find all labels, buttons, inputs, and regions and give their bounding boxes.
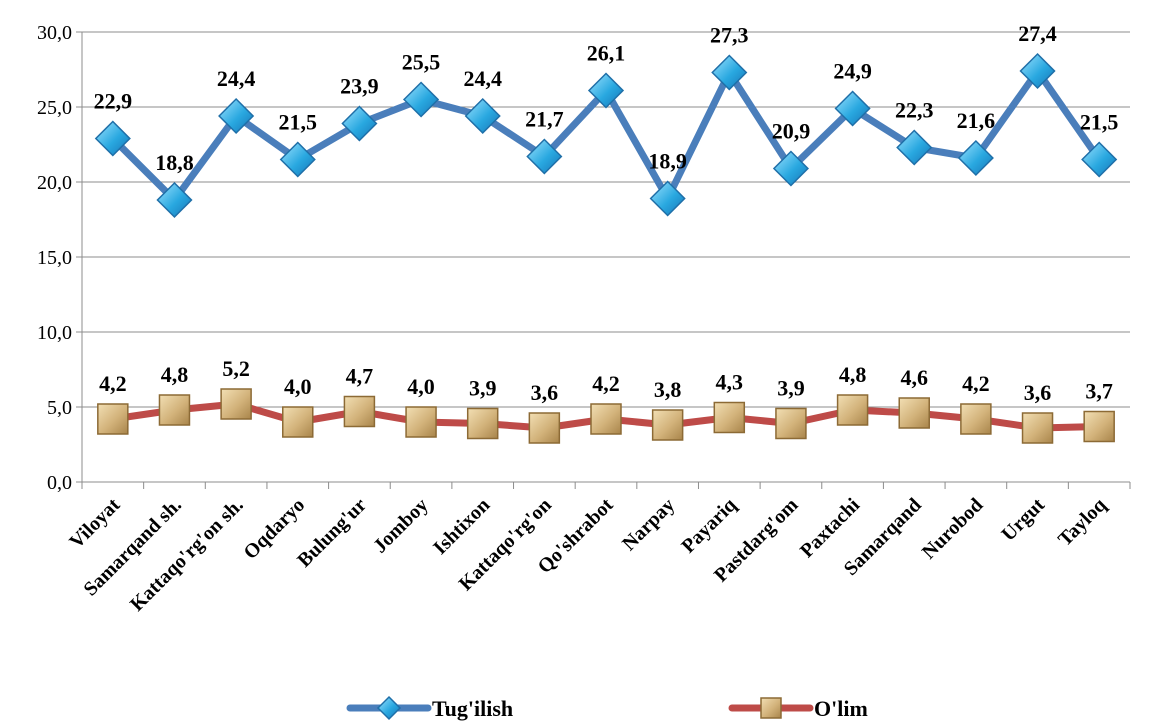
data-point-olim <box>528 412 561 444</box>
data-label-olim: 4,8 <box>839 362 867 387</box>
data-label-tugilish: 27,3 <box>710 23 749 48</box>
x-tick-label: Narpay <box>618 494 679 555</box>
data-label-tugilish: 26,1 <box>587 41 626 66</box>
x-tick-label: Urgut <box>997 494 1049 546</box>
data-label-olim: 4,3 <box>716 370 744 395</box>
data-label-tugilish: 18,8 <box>155 150 194 175</box>
data-point-olim <box>898 397 930 429</box>
data-label-olim: 3,9 <box>469 376 497 401</box>
x-tick-label: Payariq <box>677 494 740 557</box>
data-label-tugilish: 21,7 <box>525 107 564 132</box>
data-point-tugilish <box>957 139 994 177</box>
data-point-tugilish <box>218 97 255 135</box>
data-label-olim: 3,8 <box>654 377 682 402</box>
data-label-tugilish: 22,3 <box>895 98 934 123</box>
data-point-olim <box>590 403 622 435</box>
data-point-olim <box>775 407 807 440</box>
data-label-tugilish: 25,5 <box>402 50 441 75</box>
legend: Tug'ilish O'lim <box>346 695 868 721</box>
data-point-olim <box>405 406 437 438</box>
data-point-tugilish <box>1019 52 1056 90</box>
data-point-tugilish <box>772 150 810 187</box>
data-label-tugilish: 18,9 <box>648 149 687 174</box>
data-labels: 22,9 18,8 24,4 21,5 23,9 25,5 24,4 21,7 26,1 18,9… <box>94 21 1119 405</box>
data-point-tugilish <box>341 105 378 142</box>
x-tick-label: Jomboy <box>369 494 432 557</box>
data-point-olim <box>713 401 746 434</box>
series-group <box>94 52 1118 444</box>
data-point-olim <box>220 388 252 420</box>
data-label-olim: 4,2 <box>962 371 990 396</box>
data-point-tugilish <box>526 138 563 175</box>
data-point-tugilish <box>649 180 686 217</box>
legend-marker-olim <box>760 697 782 719</box>
data-label-tugilish: 22,9 <box>94 89 133 114</box>
data-label-olim: 5,2 <box>222 356 250 381</box>
legend-label-olim: O'lim <box>814 696 868 721</box>
legend-marker-tugilish <box>376 695 402 721</box>
y-tick-label: 20,0 <box>37 172 72 194</box>
data-label-tugilish: 24,4 <box>463 66 502 91</box>
data-point-olim <box>1021 412 1054 444</box>
data-point-tugilish <box>156 181 193 219</box>
data-point-olim <box>960 403 992 435</box>
y-tick-label: 10,0 <box>37 322 72 344</box>
x-tick-label: Nurobod <box>918 494 988 564</box>
data-label-tugilish: 21,5 <box>1080 110 1119 135</box>
data-label-olim: 4,0 <box>407 374 435 399</box>
data-label-olim: 3,6 <box>1024 380 1052 405</box>
data-point-tugilish <box>834 90 871 127</box>
data-label-olim: 4,2 <box>99 371 127 396</box>
data-label-tugilish: 21,5 <box>279 110 318 135</box>
data-label-tugilish: 21,6 <box>957 108 996 133</box>
data-point-tugilish <box>1081 141 1118 178</box>
data-label-olim: 4,2 <box>592 371 620 396</box>
data-point-olim <box>466 407 499 440</box>
data-point-olim <box>282 406 314 438</box>
data-point-olim <box>343 395 376 428</box>
data-label-tugilish: 20,9 <box>772 119 811 144</box>
data-point-olim <box>836 394 869 426</box>
data-point-tugilish <box>464 97 501 135</box>
x-tick-label: Tayloq <box>1054 494 1111 551</box>
y-tick-label: 15,0 <box>37 247 72 269</box>
data-point-tugilish <box>94 120 131 157</box>
x-tick-label: Kattaqo'rg'on sh. <box>126 494 248 616</box>
data-point-olim <box>651 409 684 441</box>
data-point-olim <box>158 394 191 426</box>
y-tick-label: 0,0 <box>47 472 72 494</box>
data-label-olim: 3,7 <box>1085 379 1113 404</box>
data-point-olim <box>1083 410 1115 443</box>
data-label-olim: 4,7 <box>346 364 374 389</box>
data-label-olim: 3,9 <box>777 376 805 401</box>
data-point-tugilish <box>711 54 748 91</box>
data-label-tugilish: 23,9 <box>340 74 379 99</box>
data-label-olim: 4,6 <box>900 365 928 390</box>
y-tick-label: 30,0 <box>37 22 72 44</box>
legend-label-tugilish: Tug'ilish <box>432 696 513 721</box>
data-label-olim: 3,6 <box>531 380 559 405</box>
data-label-tugilish: 27,4 <box>1018 21 1057 46</box>
data-label-tugilish: 24,9 <box>833 59 872 84</box>
y-tick-label: 5,0 <box>47 397 72 419</box>
data-label-tugilish: 24,4 <box>217 66 256 91</box>
data-point-tugilish <box>587 72 625 109</box>
data-point-tugilish <box>896 129 933 166</box>
x-tick-label: Viloyat <box>65 494 124 553</box>
data-point-tugilish <box>279 141 316 178</box>
data-point-olim <box>97 403 129 435</box>
y-tick-label: 25,0 <box>37 97 72 119</box>
data-label-olim: 4,0 <box>284 374 312 399</box>
data-label-olim: 4,8 <box>161 362 189 387</box>
data-point-tugilish <box>402 81 440 118</box>
